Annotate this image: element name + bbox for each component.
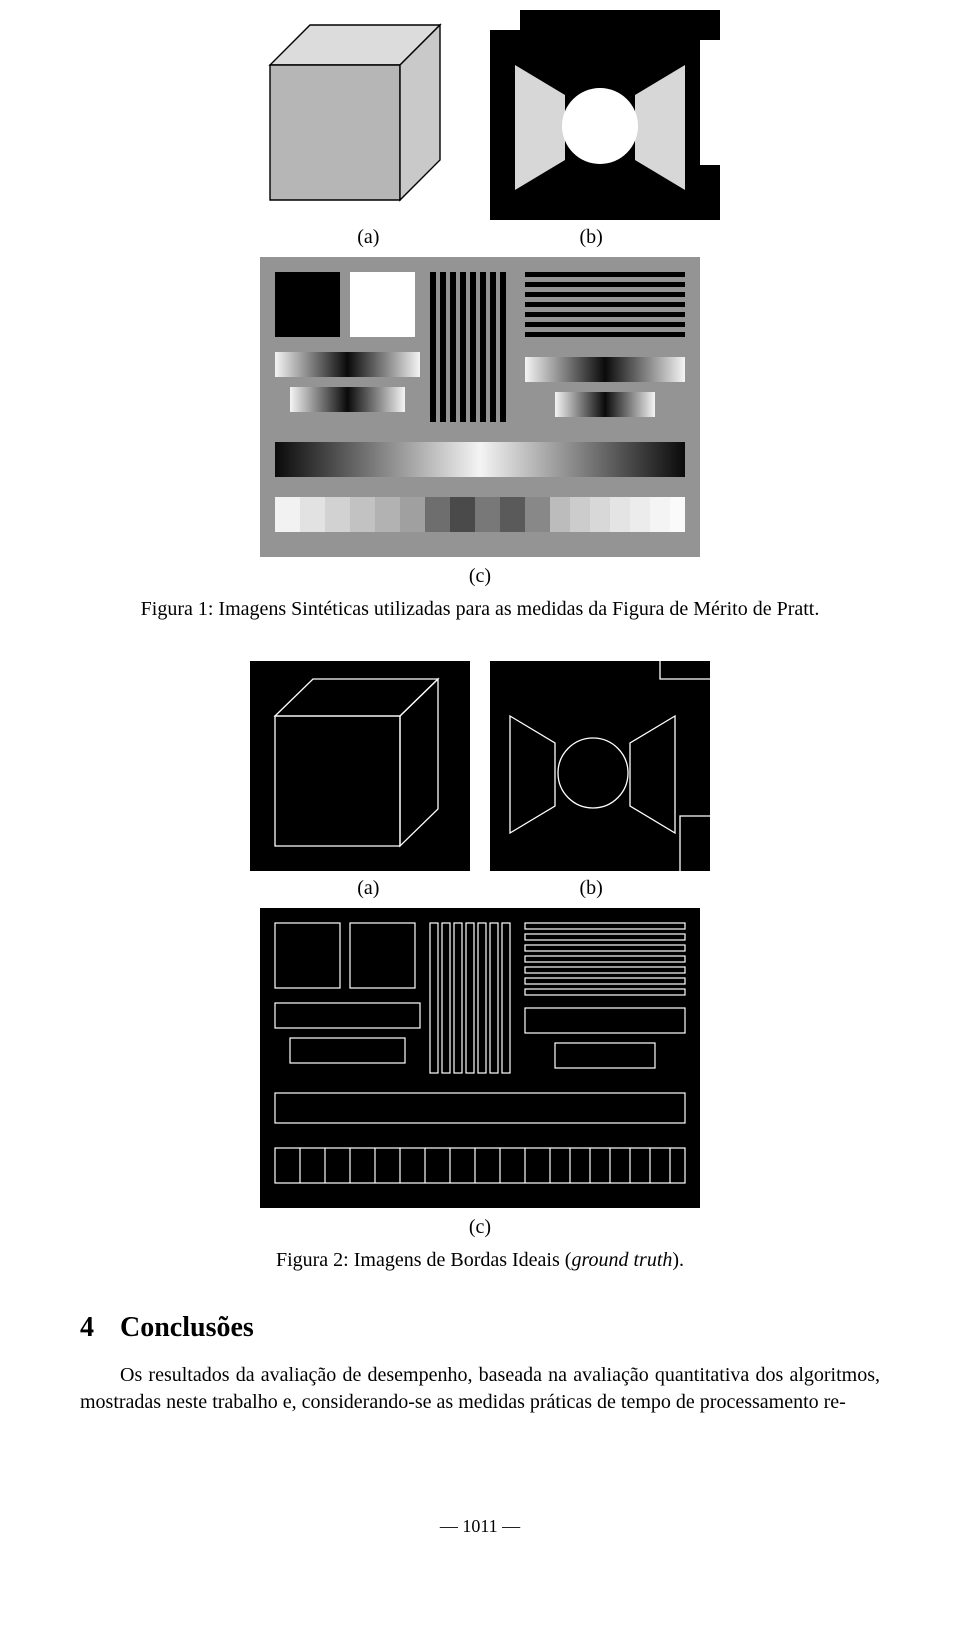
section-heading: 4Conclusões <box>80 1312 880 1344</box>
figure2-caption-italic: ground truth <box>571 1249 672 1271</box>
figure2-label-c: (c) <box>80 1216 880 1239</box>
figure2-caption-suffix: ). <box>672 1249 684 1271</box>
figure2-labels-ab: (a) (b) <box>80 877 880 900</box>
figure1-label-b: (b) <box>579 226 602 249</box>
figure1-panel-c <box>260 257 700 557</box>
figure2-label-a: (a) <box>357 877 379 900</box>
figure1-panel-a <box>240 10 470 220</box>
figure2-caption-prefix: Figura 2: Imagens de Bordas Ideais ( <box>276 1249 571 1271</box>
section-number: 4 <box>80 1312 120 1344</box>
section-title: Conclusões <box>120 1312 254 1343</box>
figure1-label-a: (a) <box>357 226 379 249</box>
figure2-row-ab <box>80 661 880 871</box>
page-number: — 1011 — <box>80 1516 880 1537</box>
figure2-panel-b <box>490 661 710 871</box>
figure2-caption: Figura 2: Imagens de Bordas Ideais (grou… <box>80 1249 880 1272</box>
figure2-panel-c <box>260 908 700 1208</box>
figure2-panel-a <box>250 661 470 871</box>
figure1-row-ab <box>80 10 880 220</box>
figure1-label-c: (c) <box>80 565 880 588</box>
figure1-panel-b <box>490 10 720 220</box>
section-paragraph-text: Os resultados da avaliação de desempenho… <box>80 1364 880 1413</box>
figure1-row-c <box>80 257 880 557</box>
figure2-label-b: (b) <box>579 877 602 900</box>
figure1-labels-ab: (a) (b) <box>80 226 880 249</box>
figure2-row-c <box>80 908 880 1208</box>
section-paragraph: Os resultados da avaliação de desempenho… <box>80 1362 880 1416</box>
figure1-caption: Figura 1: Imagens Sintéticas utilizadas … <box>80 598 880 621</box>
